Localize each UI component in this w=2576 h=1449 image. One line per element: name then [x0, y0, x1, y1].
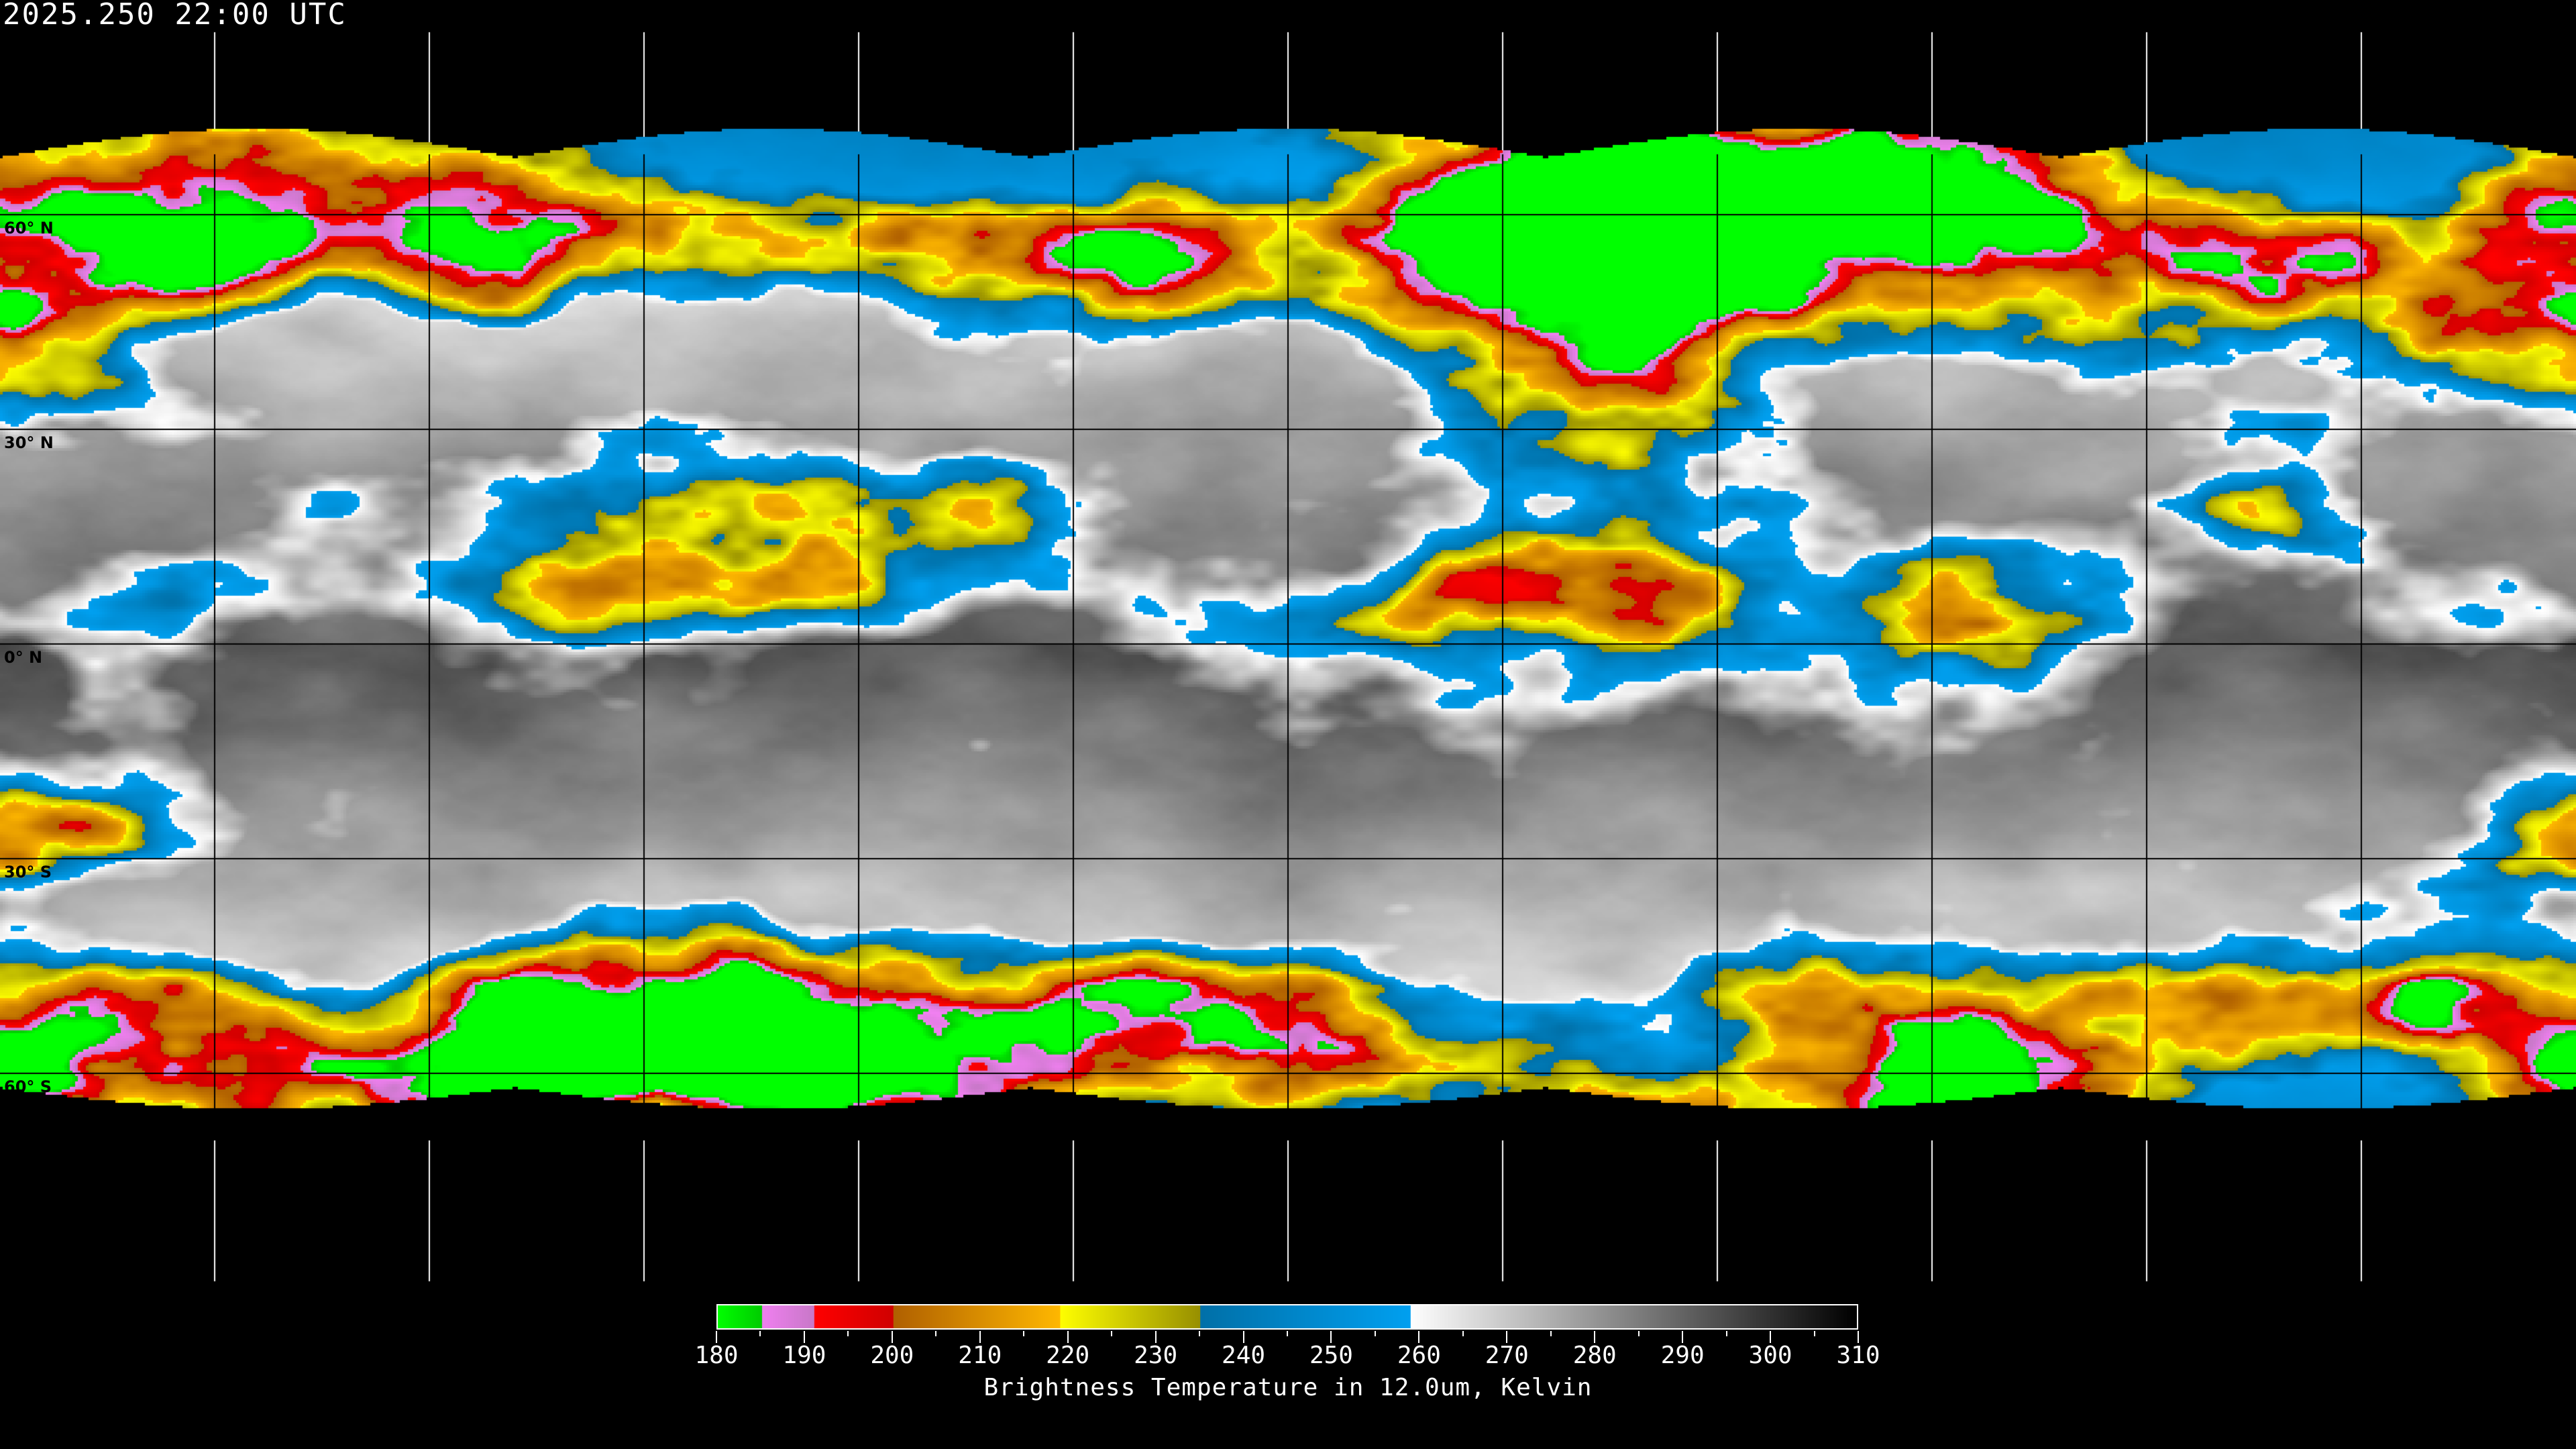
colorbar-tick-label: 290 — [1661, 1342, 1705, 1369]
colorbar-tick-label: 240 — [1222, 1342, 1265, 1369]
colorbar-tick — [1814, 1331, 1815, 1336]
lat-label-60n: 60° N — [4, 219, 54, 237]
colorbar-tick — [1023, 1331, 1024, 1336]
colorbar-tick — [1111, 1331, 1112, 1336]
lat-label-30n: 30° N — [4, 433, 54, 452]
colorbar-tick — [1638, 1331, 1640, 1336]
colorbar — [716, 1304, 1858, 1330]
colorbar-tick-label: 250 — [1309, 1342, 1353, 1369]
colorbar-tick — [1375, 1331, 1376, 1336]
colorbar-tick — [1462, 1331, 1464, 1336]
timestamp-title: 2025.250 22:00 UTC — [3, 0, 347, 32]
colorbar-tick — [1550, 1331, 1552, 1336]
colorbar-tick-label: 200 — [870, 1342, 914, 1369]
colorbar-tick — [1199, 1331, 1200, 1336]
satellite-ir-map — [0, 0, 2576, 1288]
colorbar-tick — [1287, 1331, 1288, 1336]
colorbar-tick-label: 180 — [694, 1342, 738, 1369]
colorbar-tick — [1726, 1331, 1727, 1336]
colorbar-tick-label: 220 — [1046, 1342, 1089, 1369]
lat-label-30s: 30° S — [4, 863, 52, 881]
colorbar-tick-label: 190 — [782, 1342, 826, 1369]
colorbar-label: Brightness Temperature in 12.0um, Kelvin — [0, 1374, 2576, 1401]
colorbar-tick-label: 310 — [1836, 1342, 1880, 1369]
colorbar-tick-label: 270 — [1485, 1342, 1529, 1369]
lat-label-60s: 60° S — [4, 1077, 52, 1096]
colorbar-tick-label: 260 — [1397, 1342, 1441, 1369]
colorbar-tick — [847, 1331, 849, 1336]
lat-label-0n: 0° N — [4, 648, 42, 667]
colorbar-tick-label: 300 — [1749, 1342, 1792, 1369]
colorbar-tick-label: 210 — [958, 1342, 1002, 1369]
colorbar-tick — [935, 1331, 936, 1336]
colorbar-tick-label: 280 — [1573, 1342, 1617, 1369]
colorbar-tick-label: 230 — [1134, 1342, 1177, 1369]
colorbar-tick — [759, 1331, 761, 1336]
